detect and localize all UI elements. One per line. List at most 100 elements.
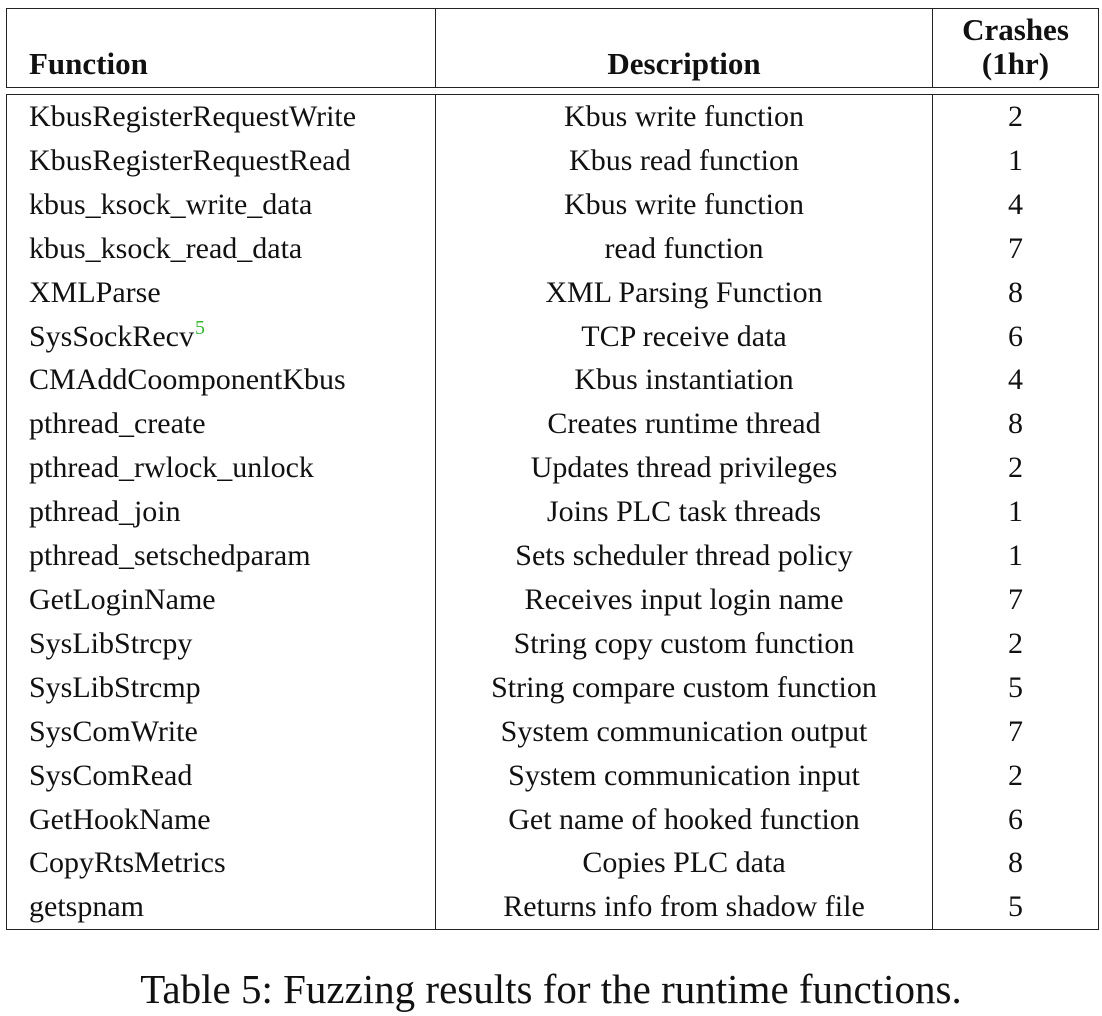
table-row: XMLParse XML Parsing Function 8 — [6, 270, 1099, 315]
function-name: kbus_ksock_write_data — [29, 187, 313, 221]
cell-function: GetLoginName — [6, 577, 436, 622]
function-name: SysLibStrcmp — [29, 670, 201, 704]
cell-crashes: 1 — [932, 490, 1099, 535]
cell-description: XML Parsing Function — [435, 270, 933, 315]
cell-description: TCP receive data — [435, 314, 933, 359]
table-row: SysComRead System communication input 2 — [6, 753, 1099, 798]
cell-function: kbus_ksock_write_data — [6, 182, 436, 227]
cell-function: getspnam — [6, 885, 436, 931]
cell-description: Joins PLC task threads — [435, 490, 933, 535]
header-description: Description — [435, 8, 933, 88]
cell-function: pthread_rwlock_unlock — [6, 446, 436, 491]
cell-description: System communication output — [435, 709, 933, 754]
table-row: pthread_setschedparam Sets scheduler thre… — [6, 534, 1099, 578]
cell-description: Updates thread privileges — [435, 446, 933, 491]
cell-crashes: 4 — [932, 358, 1099, 403]
cell-function: SysComRead — [6, 753, 436, 798]
cell-crashes: 4 — [932, 182, 1099, 227]
table-row: pthread_create Creates runtime thread 8 — [6, 402, 1099, 447]
cell-description: Get name of hooked function — [435, 797, 933, 842]
function-name: XMLParse — [29, 275, 161, 309]
cell-function: SysSockRecv5 — [6, 314, 436, 359]
function-name: SysLibStrcpy — [29, 626, 193, 660]
function-name: pthread_join — [29, 495, 181, 529]
footnote-marker[interactable]: 5 — [195, 316, 205, 339]
function-name: SysComRead — [29, 758, 193, 792]
table-row: GetLoginName Receives input login name 7 — [6, 577, 1099, 622]
table-row: SysComWrite System communication output 7 — [6, 709, 1099, 754]
table-row: GetHookName Get name of hooked function 6 — [6, 797, 1099, 842]
cell-function: pthread_join — [6, 490, 436, 535]
cell-function: KbusRegisterRequestRead — [6, 138, 436, 183]
cell-function: kbus_ksock_read_data — [6, 226, 436, 271]
function-name: GetHookName — [29, 802, 211, 836]
header-crashes-line2: (1hr) — [981, 46, 1050, 81]
cell-description: Receives input login name — [435, 577, 933, 622]
cell-crashes: 2 — [932, 446, 1099, 491]
cell-crashes: 8 — [932, 270, 1099, 315]
header-crashes-line1: Crashes — [962, 12, 1069, 47]
table-row: KbusRegisterRequestRead Kbus read functio… — [6, 138, 1099, 183]
table-caption: Table 5: Fuzzing results for the runtime… — [140, 966, 962, 1012]
cell-description: String copy custom function — [435, 621, 933, 666]
cell-crashes: 5 — [932, 885, 1099, 931]
table-row: SysSockRecv5 TCP receive data 6 — [6, 314, 1099, 359]
cell-description: Returns info from shadow file — [435, 885, 933, 931]
table-row: SysLibStrcpy String copy custom function 2 — [6, 621, 1099, 666]
function-name: pthread_create — [29, 407, 206, 441]
cell-function: GetHookName — [6, 797, 436, 842]
cell-crashes: 1 — [932, 138, 1099, 183]
cell-crashes: 2 — [932, 621, 1099, 666]
function-name: KbusRegisterRequestWrite — [29, 100, 357, 133]
cell-description: System communication input — [435, 753, 933, 798]
function-name: SysSockRecv — [29, 319, 194, 353]
cell-description: String compare custom function — [435, 665, 933, 710]
cell-crashes: 7 — [932, 226, 1099, 271]
cell-description: read function — [435, 226, 933, 271]
table-row: kbus_ksock_write_data Kbus write function… — [6, 182, 1099, 227]
table-row: getspnam Returns info from shadow file 5 — [6, 885, 1099, 931]
function-name: kbus_ksock_read_data — [29, 231, 303, 265]
function-name: pthread_setschedparam — [29, 539, 311, 573]
cell-description: Copies PLC data — [435, 841, 933, 886]
cell-crashes: 6 — [932, 314, 1099, 359]
cell-description: Kbus write function — [435, 93, 933, 139]
header-gap — [7, 88, 1099, 95]
cell-description: Kbus write function — [435, 182, 933, 227]
cell-crashes: 7 — [932, 577, 1099, 622]
cell-crashes: 5 — [932, 665, 1099, 710]
cell-crashes: 2 — [932, 753, 1099, 798]
cell-function: CMAddCoomponentKbus — [6, 358, 436, 403]
cell-crashes: 2 — [932, 93, 1099, 139]
function-name: SysComWrite — [29, 714, 198, 748]
table-row: kbus_ksock_read_data read function 7 — [6, 226, 1099, 271]
cell-function: SysComWrite — [6, 709, 436, 754]
table-row: KbusRegisterRequestWrite Kbus write funct… — [6, 93, 1099, 139]
table-row: CMAddCoomponentKbus Kbus instantiation 4 — [6, 358, 1099, 403]
table-row: CopyRtsMetrics Copies PLC data 8 — [6, 841, 1099, 886]
function-name: GetLoginName — [29, 582, 216, 616]
header-crashes: Crashes (1hr) — [932, 8, 1099, 88]
cell-function: CopyRtsMetrics — [6, 841, 436, 886]
cell-function: pthread_setschedparam — [6, 534, 436, 578]
cell-crashes: 6 — [932, 797, 1099, 842]
cell-function: SysLibStrcmp — [6, 665, 436, 710]
cell-crashes: 8 — [932, 402, 1099, 447]
table-body: KbusRegisterRequestWrite Kbus write funct… — [6, 93, 1099, 931]
function-name: getspnam — [29, 890, 144, 924]
cell-description: Creates runtime thread — [435, 402, 933, 447]
function-name: CopyRtsMetrics — [29, 846, 226, 880]
cell-description: Kbus read function — [435, 138, 933, 183]
function-name: KbusRegisterRequestRead — [29, 143, 351, 177]
cell-description: Sets scheduler thread policy — [435, 534, 933, 578]
table-row: SysLibStrcmp String compare custom functi… — [6, 665, 1099, 710]
cell-function: KbusRegisterRequestWrite — [6, 93, 436, 139]
fuzzing-results-table: Function Description Crashes (1hr) KbusR… — [6, 8, 1099, 931]
header-function: Function — [6, 8, 436, 88]
cell-description: Kbus instantiation — [435, 358, 933, 403]
table-row: pthread_join Joins PLC task threads 1 — [6, 490, 1099, 535]
cell-crashes: 1 — [932, 534, 1099, 578]
cell-crashes: 8 — [932, 841, 1099, 886]
cell-function: pthread_create — [6, 402, 436, 447]
results-table-container: Function Description Crashes (1hr) KbusR… — [6, 8, 1099, 931]
